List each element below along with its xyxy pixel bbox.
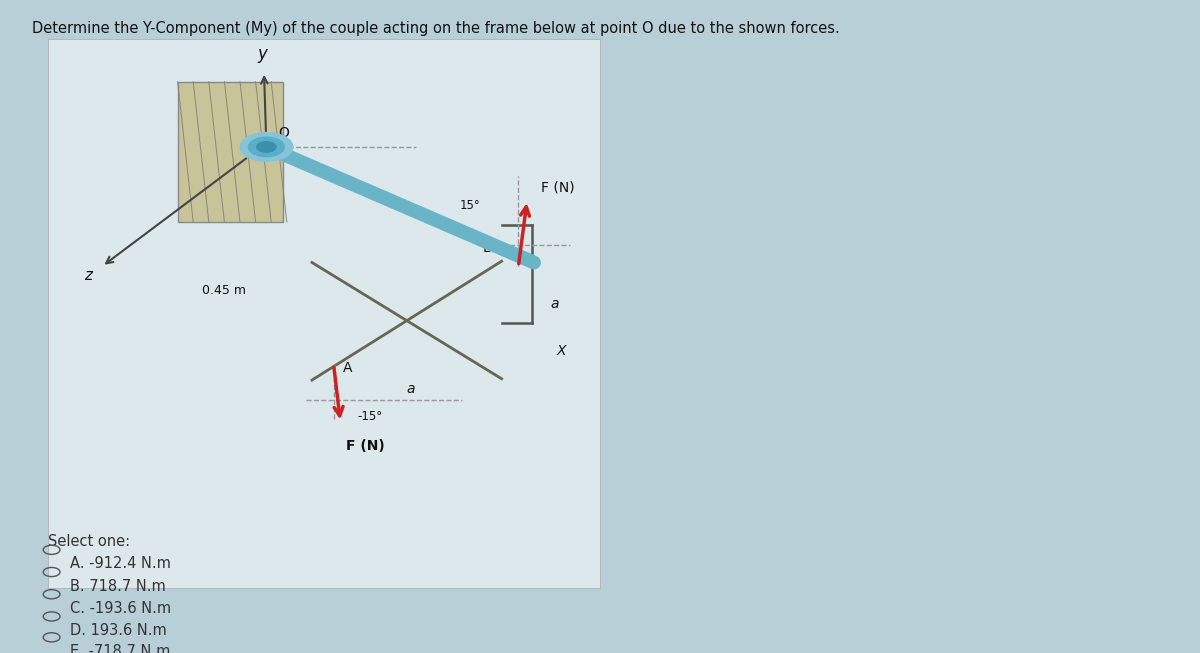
Circle shape [248,137,284,157]
Text: 0.45 m: 0.45 m [202,284,246,297]
Text: 15°: 15° [460,199,480,212]
Circle shape [240,133,293,161]
Text: F (N): F (N) [347,439,385,453]
Text: X: X [557,344,566,358]
Text: -15°: -15° [358,410,383,423]
FancyBboxPatch shape [48,39,600,588]
Text: z: z [84,268,91,283]
Text: Select one:: Select one: [48,534,130,549]
FancyBboxPatch shape [178,82,283,222]
Text: D. 193.6 N.m: D. 193.6 N.m [70,623,167,638]
Text: A: A [343,361,353,375]
Text: a: a [406,381,415,396]
Text: Determine the Y-Component (My) of the couple acting on the frame below at point : Determine the Y-Component (My) of the co… [32,21,845,36]
Text: y: y [258,45,268,63]
Text: A. -912.4 N.m: A. -912.4 N.m [70,556,170,571]
Circle shape [257,142,276,152]
Text: E. -718.7 N.m: E. -718.7 N.m [70,644,170,653]
Text: Determine the Y-Component (My) of the couple acting on the frame below at point : Determine the Y-Component (My) of the co… [32,21,1099,36]
Text: B. 718.7 N.m: B. 718.7 N.m [70,579,166,594]
Text: C. -193.6 N.m: C. -193.6 N.m [70,601,170,616]
Text: a: a [550,296,559,311]
Text: O: O [278,127,289,140]
Text: F (N): F (N) [541,181,575,195]
Text: B: B [482,241,492,255]
